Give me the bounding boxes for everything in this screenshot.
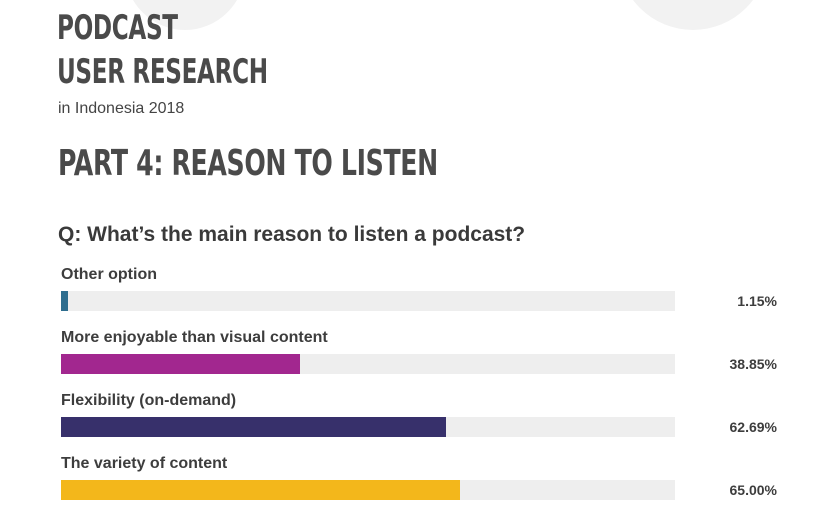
title-line-2: USER RESEARCH xyxy=(57,52,268,92)
bar-row: More enjoyable than visual content 38.85% xyxy=(0,329,818,389)
subtitle: in Indonesia 2018 xyxy=(58,100,185,117)
bar-track xyxy=(61,417,675,437)
bar-track xyxy=(61,291,675,311)
value-label: 62.69% xyxy=(729,419,777,435)
bar-row: Flexibility (on-demand) 62.69% xyxy=(0,392,818,452)
bar xyxy=(61,480,461,500)
title-line-1: PODCAST xyxy=(57,8,178,48)
bar-track xyxy=(61,480,675,500)
question-text: Q: What’s the main reason to listen a po… xyxy=(58,223,526,246)
value-label: 38.85% xyxy=(729,356,777,372)
category-label: The variety of content xyxy=(61,455,228,472)
bar-row: The variety of content 65.00% xyxy=(0,455,818,515)
bar-track xyxy=(61,354,675,374)
bar xyxy=(61,291,69,311)
value-label: 65.00% xyxy=(729,482,777,498)
section-title: PART 4: REASON TO LISTEN xyxy=(58,143,438,184)
bar xyxy=(61,417,446,437)
category-label: Flexibility (on-demand) xyxy=(61,392,237,409)
bar-row: Other option 1.15% xyxy=(0,266,818,326)
category-label: Other option xyxy=(61,266,157,283)
value-label: 1.15% xyxy=(737,293,777,309)
category-label: More enjoyable than visual content xyxy=(61,329,328,346)
bar xyxy=(61,354,300,374)
